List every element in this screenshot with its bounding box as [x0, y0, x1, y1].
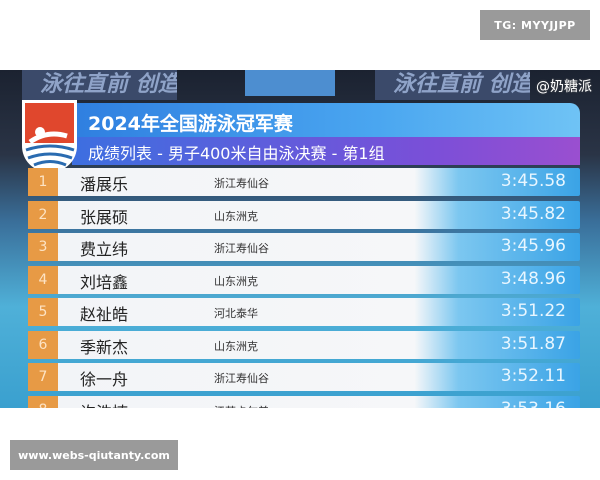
event-subtitle: 成绩列表 - 男子400米自由泳决赛 - 第1组 [88, 144, 385, 163]
rank: 2 [28, 200, 58, 229]
finish-time: 3:48.96 [500, 268, 566, 289]
team-name: 浙江寿仙谷 [214, 242, 269, 255]
swimmer-logo-icon [22, 100, 77, 172]
rank: 5 [28, 298, 58, 326]
result-row: 1 潘展乐 浙江寿仙谷 3:45.58 [28, 168, 580, 196]
tg-overlay-label: TG: MYYJJPP [480, 10, 590, 40]
subtitle-bar: 成绩列表 - 男子400米自由泳决赛 - 第1组 [72, 137, 580, 165]
team-name: 山东洲克 [214, 209, 258, 223]
team-name: 山东洲克 [214, 274, 258, 288]
team-name: 浙江寿仙谷 [214, 372, 269, 385]
watermark: @奶糖派 [536, 79, 592, 95]
results-board: 2024年全国游泳冠军赛 成绩列表 - 男子400米自由泳决赛 - 第1组 1 … [22, 100, 580, 408]
team-name: 河北泰华 [214, 307, 258, 320]
rank: 4 [28, 265, 58, 294]
rank: 8 [28, 395, 58, 408]
rank: 1 [28, 168, 58, 196]
url-overlay-label: www.webs-qiutanty.com [10, 440, 178, 470]
swimmer-name: 季新杰 [80, 337, 129, 357]
background-banner-right: 泳往直前 创造巴黎 [375, 70, 530, 100]
finish-time: 3:51.87 [500, 333, 566, 354]
result-row: 6 季新杰 山东洲克 3:51.87 [28, 330, 580, 359]
team-name: 江苏卡尔美 [214, 403, 269, 409]
result-row: 2 张展硕 山东洲克 3:45.82 [28, 200, 580, 229]
finish-time: 3:52.11 [500, 366, 566, 386]
swimmer-name: 赵祉皓 [80, 305, 129, 324]
rank: 3 [28, 233, 58, 261]
result-row: 3 费立纬 浙江寿仙谷 3:45.96 [28, 233, 580, 261]
background-banner-left: 泳往直前 创造巴黎 [22, 70, 177, 100]
swimmer-name: 费立纬 [80, 240, 129, 259]
rank: 6 [28, 330, 58, 359]
finish-time: 3:53.16 [501, 399, 566, 409]
finish-time: 3:51.22 [500, 301, 566, 321]
swimmer-name: 许浩楠 [80, 399, 128, 409]
team-name: 山东洲克 [214, 339, 258, 353]
swimmer-name: 潘展乐 [80, 175, 129, 194]
finish-time: 3:45.58 [500, 171, 566, 191]
team-name: 浙江寿仙谷 [214, 177, 269, 190]
result-row: 4 刘培鑫 山东洲克 3:48.96 [28, 265, 580, 294]
swimmer-name: 徐一舟 [80, 370, 129, 389]
event-title: 2024年全国游泳冠军赛 [88, 113, 293, 135]
swimmer-name: 张展硕 [80, 207, 129, 227]
result-row: 8 许浩楠 江苏卡尔美 3:53.16 [28, 395, 580, 409]
results-header: 2024年全国游泳冠军赛 成绩列表 - 男子400米自由泳决赛 - 第1组 [72, 103, 580, 165]
result-row: 5 赵祉皓 河北泰华 3:51.22 [28, 298, 580, 326]
broadcast-frame: 泳往直前 创造巴黎 泳往直前 创造巴黎 2024年全国游泳冠军赛 成绩列表 - … [0, 70, 600, 408]
arena-screen [245, 70, 335, 96]
finish-time: 3:45.82 [500, 203, 566, 224]
finish-time: 3:45.96 [500, 236, 566, 256]
swimmer-name: 刘培鑫 [80, 272, 129, 292]
result-row: 7 徐一舟 浙江寿仙谷 3:52.11 [28, 363, 580, 391]
rank: 7 [28, 363, 58, 391]
